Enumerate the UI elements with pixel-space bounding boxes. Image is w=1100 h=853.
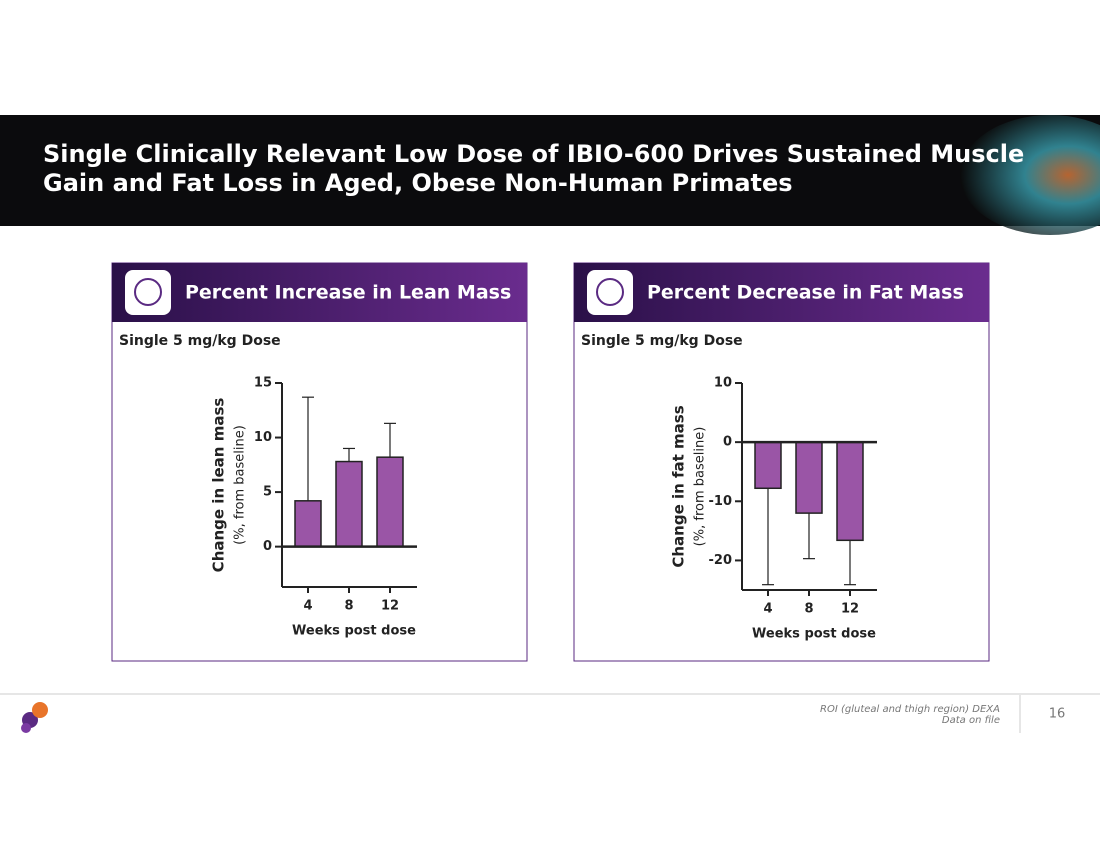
- footer-note: ROI (gluteal and thigh region) DEXA: [820, 704, 1000, 715]
- x-tick-label: 12: [381, 599, 399, 614]
- x-tick-label: 4: [763, 602, 772, 617]
- bar: [836, 441, 864, 542]
- x-tick-label: 8: [344, 599, 353, 614]
- y-tick-label: 10: [254, 430, 272, 445]
- x-tick-label: 8: [804, 602, 813, 617]
- header-art: [960, 115, 1100, 235]
- panel-title: Percent Increase in Lean Mass: [185, 282, 511, 304]
- y-tick-label: 10: [714, 376, 732, 391]
- panel-icon-glyph: [596, 278, 624, 306]
- y-axis-label: Change in fat mass: [670, 405, 688, 567]
- bar: [795, 441, 823, 514]
- y-tick-label: -10: [709, 494, 733, 509]
- panel: [111, 262, 528, 662]
- panel-icon: [587, 270, 633, 315]
- y-tick-label: 0: [723, 435, 732, 450]
- x-tick-label: 12: [841, 602, 859, 617]
- panel-header: [112, 263, 527, 322]
- bar: [294, 500, 322, 548]
- x-axis-label: Weeks post dose: [752, 627, 876, 642]
- x-tick-label: 4: [303, 599, 312, 614]
- x-axis-label: Weeks post dose: [292, 624, 416, 639]
- panel-icon-glyph: [134, 278, 162, 306]
- bar: [335, 460, 363, 548]
- y-tick-label: 5: [263, 485, 272, 500]
- y-axis-label-note: (%, from baseline): [693, 427, 708, 547]
- panel-subtitle: Single 5 mg/kg Dose: [119, 333, 281, 349]
- logo: [21, 702, 48, 733]
- header-title: Gain and Fat Loss in Aged, Obese Non-Hum…: [43, 169, 793, 197]
- header-band: [0, 115, 1100, 226]
- bar: [376, 456, 404, 548]
- footer-note: Data on file: [942, 715, 1000, 726]
- y-tick-label: -20: [709, 553, 733, 568]
- y-tick-label: 0: [263, 539, 272, 554]
- header-title: Single Clinically Relevant Low Dose of I…: [43, 140, 1024, 168]
- y-axis-label-note: (%, from baseline): [233, 425, 248, 545]
- panel-icon: [125, 270, 171, 315]
- bar: [754, 441, 782, 490]
- y-tick-label: 15: [254, 376, 272, 391]
- panel-subtitle: Single 5 mg/kg Dose: [581, 333, 743, 349]
- y-axis-label: Change in lean mass: [210, 398, 228, 573]
- panel-title: Percent Decrease in Fat Mass: [647, 282, 964, 304]
- page-number: 16: [1049, 707, 1066, 722]
- panel-header: [574, 263, 989, 322]
